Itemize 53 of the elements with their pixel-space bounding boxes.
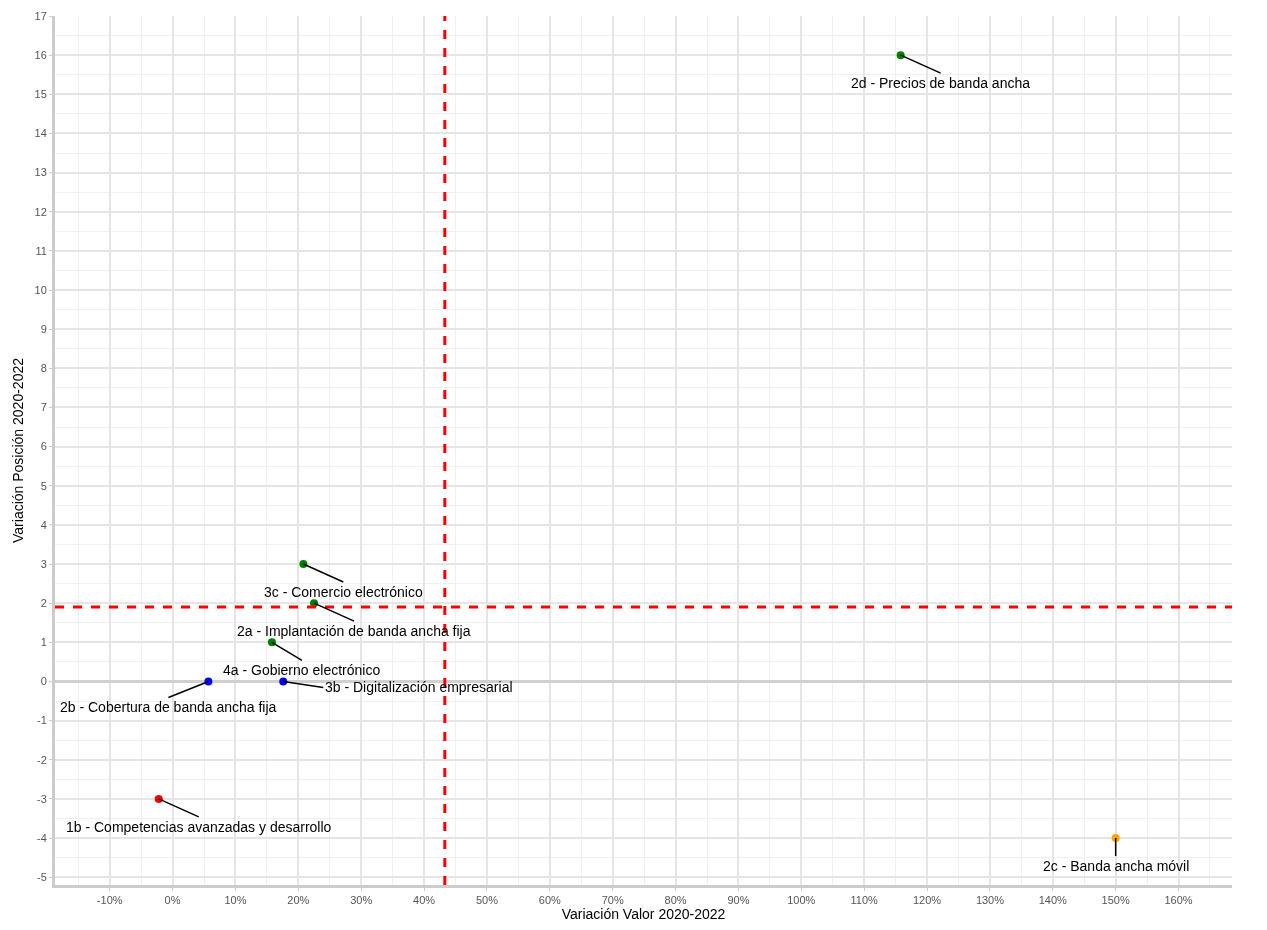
y-tick-label: 9: [40, 323, 47, 335]
y-tick-label: 10: [34, 283, 47, 296]
y-tick-label: 1: [40, 636, 47, 649]
x-tick-label: 100%: [787, 894, 816, 907]
x-tick-label: 0%: [164, 894, 181, 907]
point: [1111, 834, 1120, 843]
annotation: 2a - Implantación de banda ancha fija: [237, 623, 471, 639]
annotation: 4a - Gobierno electrónico: [223, 662, 381, 678]
y-tick-label: -4: [37, 831, 47, 844]
annotation: 1b - Competencias avanzadas y desarrollo: [66, 819, 332, 835]
y-tick-label: 5: [40, 479, 47, 492]
y-tick-label: 12: [34, 205, 47, 218]
y-tick-label: 13: [34, 166, 47, 179]
annotation: 2b - Cobertura de banda ancha fija: [60, 699, 277, 715]
x-tick-label: 60%: [538, 894, 562, 907]
y-tick-label: -3: [37, 792, 47, 805]
x-tick-label: 160%: [1164, 894, 1193, 907]
y-tick-label: 0: [40, 675, 47, 688]
x-tick-label: -10%: [96, 894, 123, 907]
y-tick-label: 8: [40, 362, 47, 375]
annotation: 3c - Comercio electrónico: [264, 584, 423, 600]
x-tick-label: 40%: [413, 894, 436, 907]
y-tick-label: -2: [37, 753, 47, 766]
annotation: 2d - Precios de banda ancha: [851, 75, 1031, 91]
x-tick-label: 110%: [850, 894, 879, 907]
x-tick-label: 120%: [912, 894, 942, 907]
y-tick-label: -1: [37, 714, 47, 727]
y-tick-label: 11: [35, 244, 47, 257]
x-tick-label: 150%: [1101, 894, 1130, 907]
x-tick-label: 10%: [224, 894, 247, 907]
y-tick-label: 4: [40, 518, 47, 531]
y-tick-label: 7: [40, 401, 47, 414]
y-tick-label: 14: [34, 127, 47, 140]
annotation: 2c - Banda ancha móvil: [1043, 858, 1190, 874]
y-tick-label: 3: [40, 557, 47, 570]
y-tick-label: 17: [34, 9, 47, 22]
y-tick-label: -5: [37, 871, 47, 884]
x-tick-label: 140%: [1038, 894, 1068, 907]
x-tick-label: 20%: [287, 894, 310, 907]
x-tick-label: 90%: [727, 894, 750, 907]
x-tick-label: 30%: [350, 894, 373, 907]
point: [299, 560, 308, 569]
x-tick-label: 80%: [664, 894, 687, 907]
x-tick-label: 130%: [975, 894, 1005, 907]
x-tick-label: 70%: [601, 894, 624, 907]
x-axis-title: Variación Valor 2020-2022: [561, 906, 726, 923]
x-tick-label: 50%: [475, 894, 499, 907]
annotation: 3b - Digitalización empresarial: [325, 679, 513, 695]
y-tick-label: 15: [34, 88, 47, 101]
y-axis-title: Variación Posición 2020-2022: [10, 357, 27, 543]
y-tick-label: 6: [40, 440, 47, 453]
y-tick-label: 2: [40, 597, 47, 610]
y-tick-label: 16: [34, 48, 47, 61]
